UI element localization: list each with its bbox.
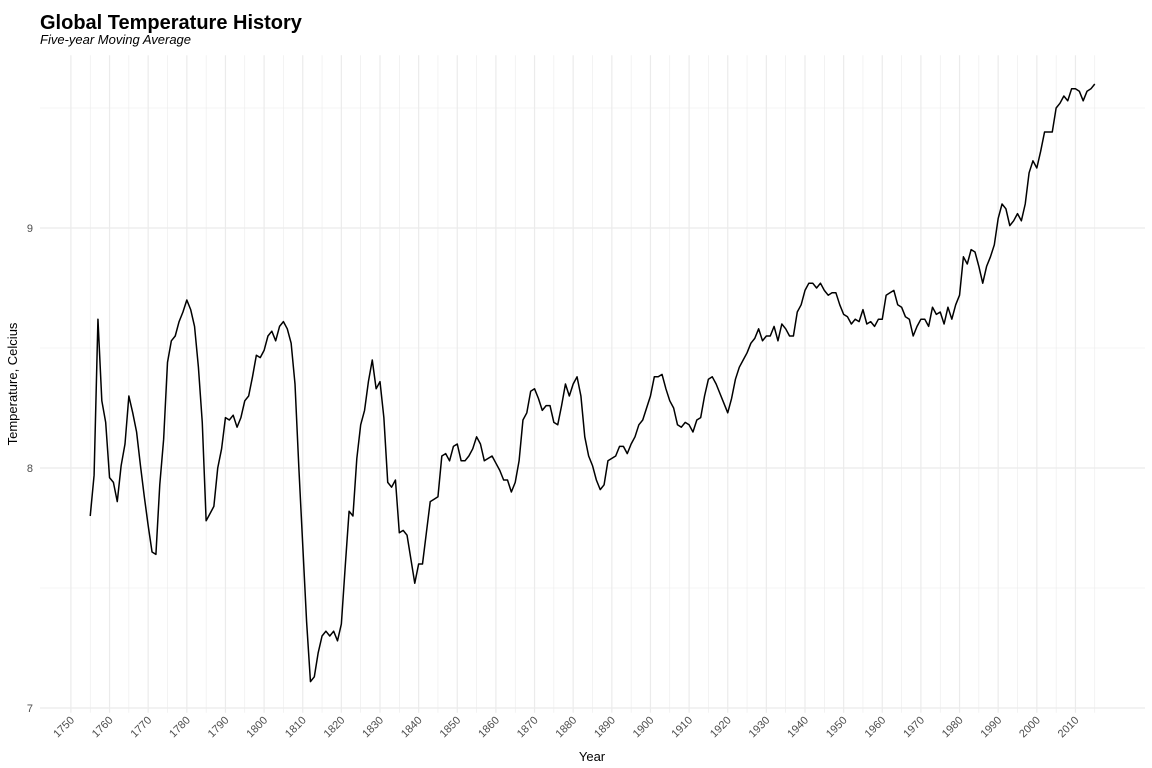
y-axis-title: Temperature, Celcius [5, 322, 20, 445]
x-tick-label: 1920 [708, 714, 734, 740]
x-tick-label: 1840 [399, 714, 425, 740]
x-tick-label: 1990 [979, 714, 1005, 740]
x-tick-label: 1760 [90, 714, 116, 740]
x-tick-label: 1870 [515, 714, 541, 740]
x-tick-label: 1960 [863, 714, 889, 740]
x-tick-label: 2010 [1056, 714, 1082, 740]
x-tick-label: 1830 [360, 714, 386, 740]
x-tick-label: 1810 [283, 714, 309, 740]
x-tick-label: 1820 [322, 714, 348, 740]
x-tick-label: 1950 [824, 714, 850, 740]
x-axis-title: Year [579, 749, 606, 764]
x-tick-label: 1860 [476, 714, 502, 740]
chart-subtitle: Five-year Moving Average [40, 32, 191, 47]
line [89, 83, 1096, 683]
x-tick-label: 1850 [438, 714, 464, 740]
x-tick-label: 1900 [631, 714, 657, 740]
y-tick-label: 8 [27, 463, 33, 475]
x-tick-label: 2000 [1017, 714, 1043, 740]
x-tick-label: 1770 [129, 714, 155, 740]
y-tick-label: 7 [27, 703, 33, 715]
x-tick-label: 1750 [51, 714, 77, 740]
x-tick-label: 1970 [901, 714, 927, 740]
x-tick-label: 1780 [167, 714, 193, 740]
x-tick-label: 1880 [554, 714, 580, 740]
chart-title: Global Temperature History [40, 12, 303, 34]
x-tick-label: 1980 [940, 714, 966, 740]
y-tick-label: 9 [27, 223, 33, 235]
x-tick-label: 1890 [592, 714, 618, 740]
x-tick-label: 1930 [747, 714, 773, 740]
x-tick-label: 1790 [206, 714, 232, 740]
x-tick-label: 1910 [669, 714, 695, 740]
x-tick-label: 1800 [244, 714, 270, 740]
x-tick-label: 1940 [785, 714, 811, 740]
